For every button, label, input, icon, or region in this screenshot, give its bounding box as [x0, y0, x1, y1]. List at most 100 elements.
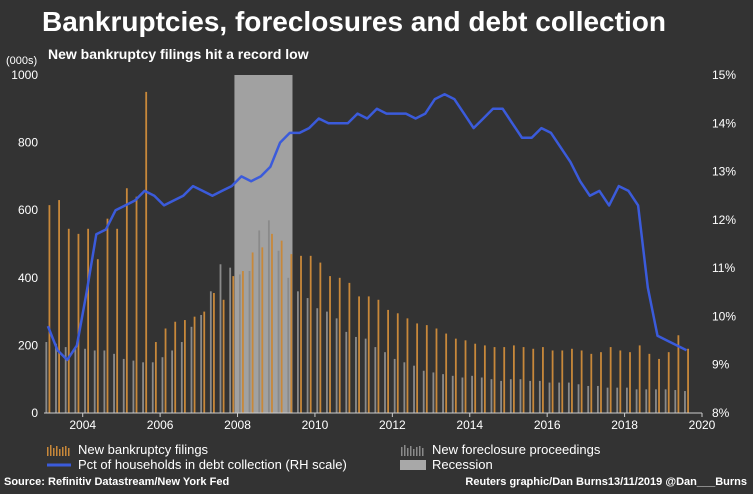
foreclosure-bar — [248, 271, 251, 413]
bankruptcy-bar — [435, 328, 438, 413]
foreclosure-bar — [432, 372, 435, 413]
bankruptcy-bar — [271, 233, 273, 413]
foreclosure-bar — [577, 384, 580, 413]
bankruptcy-bar — [174, 321, 177, 413]
bankruptcy-bar — [261, 247, 264, 413]
bankruptcy-bar — [561, 350, 564, 413]
legend-recession-label: Recession — [432, 457, 493, 472]
foreclosure-bar — [664, 389, 667, 413]
recession-band — [234, 75, 293, 413]
left-tick-label: 200 — [18, 338, 38, 352]
debt-collection-line — [46, 93, 688, 362]
bankruptcy-bar — [183, 320, 186, 413]
bankruptcy-bar — [135, 196, 138, 413]
foreclosure-bar — [374, 347, 377, 413]
bankruptcy-bar — [445, 333, 448, 413]
bankruptcy-bar — [464, 340, 467, 413]
foreclosure-bar — [219, 264, 222, 413]
foreclosure-bar — [180, 342, 183, 413]
bankruptcy-bar — [493, 347, 496, 413]
foreclosure-bar — [480, 377, 483, 413]
x-tick-label: 2004 — [69, 418, 96, 432]
left-tick-label: 0 — [31, 406, 38, 420]
bankruptcy-bar — [242, 271, 244, 413]
chart-subtitle: New bankruptcy filings hit a record low — [48, 46, 309, 62]
foreclosure-bar — [674, 390, 677, 413]
bankruptcy-bar — [348, 282, 351, 413]
bankruptcy-bar — [280, 240, 283, 413]
foreclosure-bar — [267, 220, 270, 413]
foreclosure-bar — [567, 382, 570, 413]
bankruptcy-bar — [203, 311, 206, 413]
legend-bankruptcy: New bankruptcy filings — [46, 442, 208, 457]
foreclosure-bar — [548, 382, 551, 413]
foreclosure-bar — [509, 379, 512, 413]
foreclosure-bar — [122, 358, 125, 413]
bankruptcy-bar — [629, 352, 631, 413]
foreclosure-bar — [326, 311, 328, 413]
right-tick-label: 12% — [712, 213, 736, 227]
x-tick-label: 2018 — [611, 418, 638, 432]
foreclosure-bar — [558, 382, 561, 413]
foreclosure-bar — [209, 291, 212, 413]
foreclosure-bar — [384, 352, 386, 413]
bankruptcy-bar — [48, 205, 51, 413]
bankruptcy-bar — [503, 347, 506, 413]
foreclosure-bar — [151, 362, 154, 413]
bankruptcy-bar — [58, 200, 60, 413]
foreclosure-bar — [142, 362, 144, 413]
bankruptcy-bar — [300, 255, 302, 413]
bankruptcy-bar — [77, 233, 80, 413]
bankruptcy-bar — [319, 262, 322, 413]
bankruptcy-bar — [667, 352, 670, 413]
bankruptcy-bar — [193, 316, 196, 413]
legend-recession: Recession — [400, 457, 493, 472]
bankruptcy-bar — [658, 358, 660, 413]
right-tick-label: 11% — [712, 261, 735, 275]
foreclosure-bar — [55, 343, 57, 413]
x-tick-label: 2014 — [456, 418, 483, 432]
foreclosure-bar — [684, 391, 686, 413]
foreclosure-bar — [287, 277, 290, 413]
foreclosure-bar — [306, 298, 309, 413]
foreclosure-bar — [258, 230, 261, 413]
bankruptcy-bar — [367, 296, 370, 413]
foreclosure-bar — [113, 353, 115, 413]
left-tick-label: 800 — [18, 136, 38, 150]
bankruptcy-bar — [290, 254, 293, 413]
foreclosure-bar — [471, 375, 473, 413]
x-tick-label: 2006 — [147, 418, 174, 432]
foreclosure-bar — [461, 377, 464, 413]
left-tick-label: 400 — [18, 271, 38, 285]
foreclosure-bar — [84, 348, 86, 413]
bankruptcy-bar — [396, 313, 399, 413]
legend-bankruptcy-swatch — [47, 444, 70, 456]
foreclosure-bar — [74, 348, 77, 413]
chart-title: Bankruptcies, foreclosures and debt coll… — [42, 6, 666, 37]
foreclosure-bar — [500, 380, 503, 413]
foreclosure-bar — [413, 365, 415, 413]
left-tick-label: 1000 — [11, 68, 38, 82]
foreclosure-bar — [190, 326, 193, 413]
bankruptcy-bar — [116, 228, 119, 413]
foreclosure-bar — [422, 370, 425, 413]
bankruptcy-bar — [222, 299, 225, 413]
foreclosure-bar — [596, 385, 599, 413]
x-tick-label: 2016 — [534, 418, 561, 432]
foreclosure-bar — [490, 379, 493, 413]
foreclosure-bar — [519, 379, 522, 413]
foreclosure-bar — [442, 374, 444, 413]
bankruptcy-bar — [474, 343, 477, 413]
bankruptcy-bar — [600, 352, 602, 413]
foreclosure-bar — [297, 291, 299, 413]
foreclosure-bar — [45, 342, 48, 413]
bankruptcy-bar — [648, 353, 651, 413]
foreclosure-bar — [529, 380, 532, 413]
bankruptcy-bar — [580, 350, 583, 413]
foreclosure-bar — [238, 274, 241, 413]
foreclosure-bar — [635, 389, 638, 413]
right-tick-label: 15% — [712, 68, 736, 82]
bankruptcy-bar — [377, 299, 380, 413]
bankruptcy-bar — [329, 276, 331, 413]
bankruptcy-bar — [677, 335, 680, 413]
